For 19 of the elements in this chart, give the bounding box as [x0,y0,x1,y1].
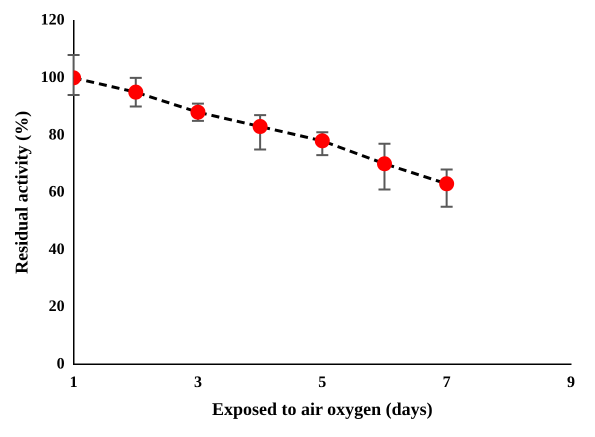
x-axis-title: Exposed to air oxygen (days) [212,398,433,419]
x-tick-label: 9 [567,374,575,391]
point [252,119,268,134]
y-tick-label: 120 [40,12,65,29]
point [376,156,392,172]
y-tick-label: 20 [48,298,65,316]
x-tick-label: 1 [70,374,78,391]
y-tick-label: 40 [48,240,65,258]
x-tick-label: 7 [442,374,451,391]
point [314,133,330,148]
point [128,84,144,100]
y-tick-label: 100 [40,69,65,86]
x-tick-label: 3 [194,374,202,391]
y-tick-label: 0 [56,355,65,372]
point [439,176,454,192]
y-tick-label: 60 [48,184,65,201]
y-axis-title: Residual activity (%) [11,110,32,274]
x-tick-label: 5 [318,374,326,391]
y-tick-label: 80 [48,126,65,144]
